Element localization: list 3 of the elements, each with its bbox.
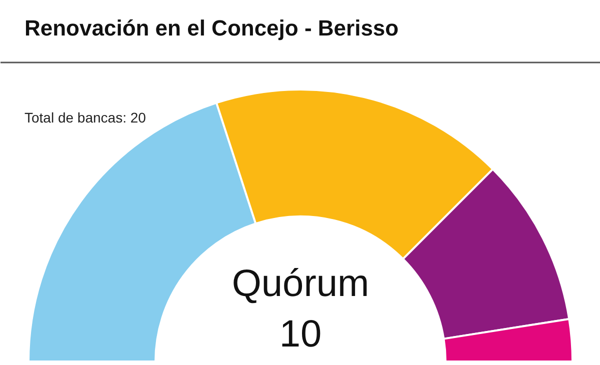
text: Total de bancas: 20 <box>24 110 146 126</box>
text: Quórum 10 <box>232 263 370 356</box>
chart-title: Renovación en el Concejo - Berisso <box>24 16 399 40</box>
